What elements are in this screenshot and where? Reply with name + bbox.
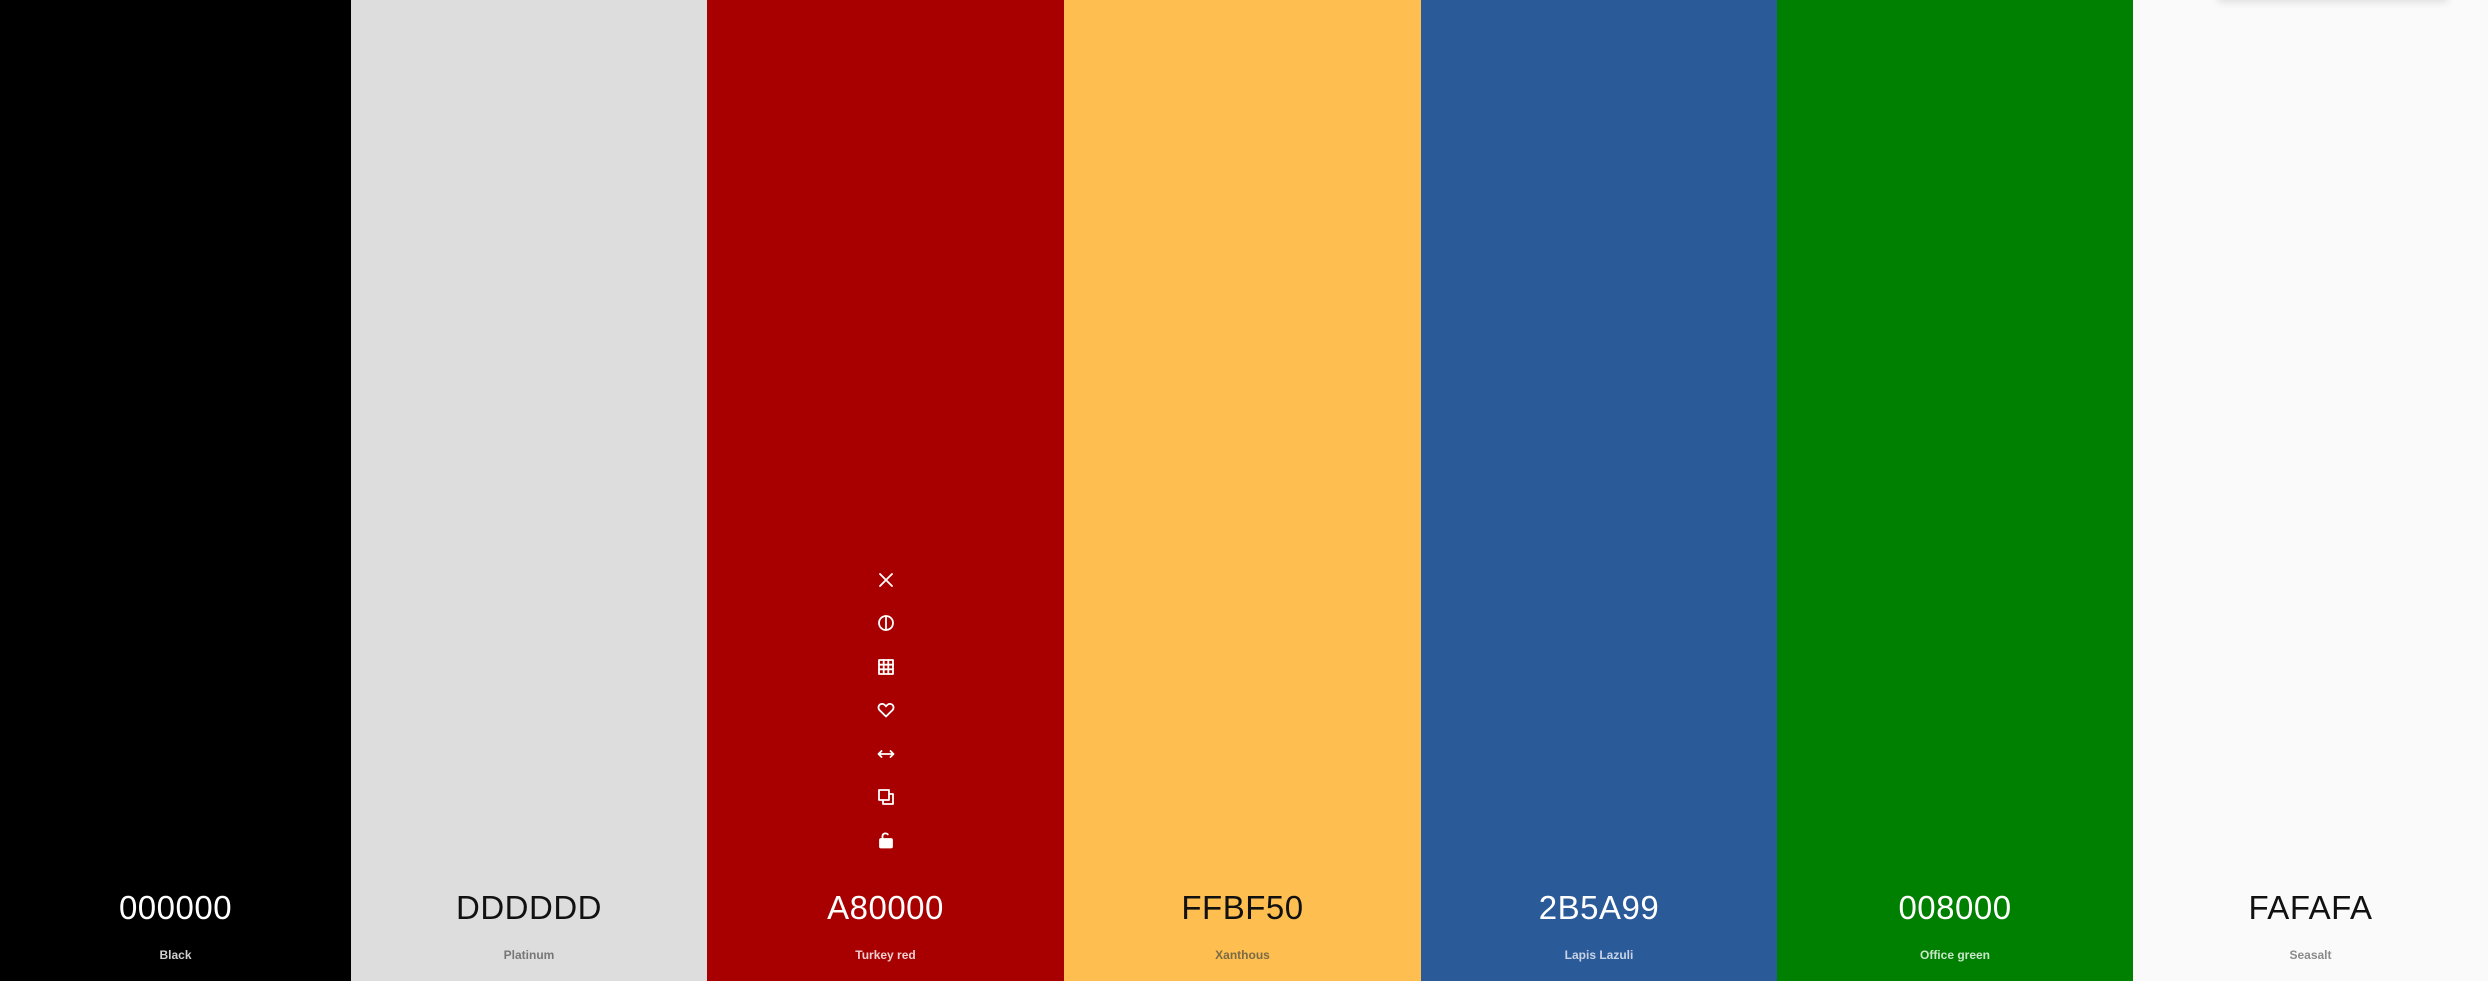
unlock-icon [878,832,893,849]
grid-icon [877,658,894,675]
swatch-hex-code[interactable]: A80000 [827,889,944,926]
swatch-black[interactable]: 000000 Black [0,0,351,981]
swatch-hex-code[interactable]: 2B5A99 [1538,889,1660,926]
swatch-platinum[interactable]: DDDDDD Platinum [351,0,707,981]
swatch-color-name[interactable]: Seasalt [2289,948,2332,962]
contrast-icon [877,615,894,632]
swatch-color-name[interactable]: Turkey red [855,948,916,962]
copy-icon [877,789,894,805]
remove-color-button[interactable] [866,560,906,600]
lock-button[interactable] [866,820,906,860]
swatch-xanthous[interactable]: FFBF50 Xanthous [1064,0,1421,981]
swatch-seasalt[interactable]: FAFAFA Seasalt [2133,0,2488,981]
swatch-hex-code[interactable]: DDDDDD [456,889,602,926]
swatch-color-name[interactable]: Black [159,948,192,962]
swatch-toolbar [707,560,1064,864]
swatch-hex-code[interactable]: FFBF50 [1181,889,1304,926]
swatch-color-name[interactable]: Lapis Lazuli [1564,948,1634,962]
swatch-lapis-lazuli[interactable]: 2B5A99 Lapis Lazuli [1421,0,1777,981]
swatch-color-name[interactable]: Xanthous [1215,948,1270,962]
drag-arrows-icon [877,749,894,758]
drag-button[interactable] [866,734,906,774]
swatch-color-name[interactable]: Platinum [503,948,555,962]
color-grid-button[interactable] [866,647,906,687]
swatch-turkey-red[interactable]: A80000 Turkey red [707,0,1064,981]
swatch-hex-code[interactable]: 000000 [118,889,233,926]
swatch-hex-code[interactable]: FAFAFA [2248,889,2373,926]
copy-hex-button[interactable] [866,777,906,817]
swatch-hex-code[interactable]: 008000 [1898,889,2012,926]
view-shades-button[interactable] [866,603,906,643]
swatch-office-green[interactable]: 008000 Office green [1777,0,2133,981]
heart-icon [877,703,894,718]
swatch-color-name[interactable]: Office green [1919,948,1991,962]
favorite-button[interactable] [866,690,906,730]
close-icon [878,573,893,587]
